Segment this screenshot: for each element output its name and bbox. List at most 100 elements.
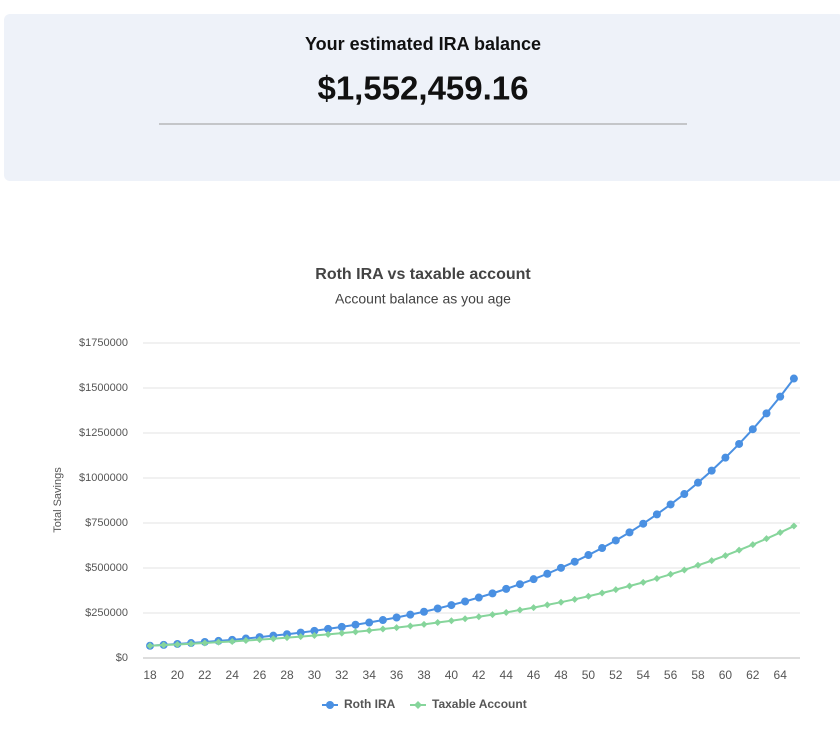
point [762, 409, 771, 418]
x-tick-label: 36 [390, 668, 404, 682]
point [352, 628, 359, 636]
point [201, 639, 209, 647]
point [652, 510, 661, 519]
point [461, 615, 469, 623]
point [776, 392, 785, 401]
x-tick-label: 64 [774, 668, 788, 682]
point [694, 478, 702, 487]
x-tick-label: 28 [280, 668, 294, 682]
y-tick-label: $1000000 [79, 472, 128, 484]
legend-swatch [326, 701, 334, 709]
point [667, 570, 675, 578]
point [365, 626, 373, 634]
point [707, 466, 716, 475]
point [694, 561, 702, 569]
point [475, 613, 483, 621]
x-tick-label: 58 [691, 668, 705, 682]
point [324, 624, 333, 633]
x-tick-label: 54 [637, 668, 651, 682]
point [543, 569, 552, 578]
point [790, 522, 798, 530]
y-tick-label: $1500000 [79, 382, 128, 394]
point [256, 636, 264, 644]
point [502, 608, 510, 616]
point [488, 589, 497, 598]
result-panel [4, 14, 840, 181]
point [242, 637, 250, 645]
point [434, 619, 442, 627]
point [612, 586, 620, 594]
point [378, 616, 387, 625]
x-tick-label: 30 [308, 668, 322, 682]
point [571, 595, 579, 603]
point [625, 528, 634, 537]
point [392, 613, 401, 622]
point [529, 575, 538, 584]
point [406, 622, 414, 630]
point [310, 632, 318, 639]
point [570, 557, 579, 566]
point [406, 610, 415, 619]
point [502, 584, 511, 593]
y-axis-label: Total Savings [52, 467, 64, 533]
y-tick-label: $1750000 [79, 337, 128, 349]
series-line [149, 377, 795, 647]
point [639, 519, 648, 528]
point [776, 529, 784, 537]
point [598, 544, 607, 553]
chart-title: Roth IRA vs taxable account [315, 266, 531, 283]
point [516, 606, 524, 614]
point [515, 580, 524, 589]
point [297, 633, 305, 641]
point [447, 601, 456, 610]
point [433, 604, 442, 613]
point [461, 597, 470, 606]
y-tick-label: $0 [116, 652, 128, 664]
point [721, 453, 730, 462]
point [639, 578, 647, 586]
result-title: Your estimated IRA balance [305, 34, 541, 54]
point [530, 604, 538, 612]
x-tick-label: 26 [253, 668, 267, 682]
legend-label: Taxable Account [432, 697, 527, 711]
chart-subtitle: Account balance as you age [335, 291, 511, 307]
point [735, 439, 744, 448]
point [557, 598, 565, 606]
x-tick-label: 46 [527, 668, 541, 682]
legend-swatch [414, 701, 422, 709]
x-tick-label: 20 [171, 668, 185, 682]
point [283, 634, 291, 642]
point [735, 546, 743, 554]
point [584, 551, 593, 560]
point [187, 640, 195, 648]
y-tick-label: $250000 [85, 607, 128, 619]
point [310, 626, 319, 635]
x-tick-label: 34 [363, 668, 377, 682]
point [680, 566, 688, 574]
x-tick-label: 38 [417, 668, 431, 682]
point [666, 500, 675, 509]
point [749, 541, 757, 549]
point [474, 593, 483, 602]
point [365, 618, 374, 627]
y-tick-label: $750000 [85, 517, 128, 529]
x-tick-label: 48 [554, 668, 568, 682]
x-tick-label: 62 [746, 668, 760, 682]
point [708, 557, 716, 565]
point [420, 620, 428, 628]
x-tick-label: 44 [500, 668, 514, 682]
point [763, 535, 770, 543]
point [228, 637, 236, 645]
x-tick-label: 18 [143, 668, 157, 682]
y-tick-label: $1250000 [79, 427, 128, 439]
point [680, 490, 689, 499]
x-tick-label: 52 [609, 668, 623, 682]
legend-label: Roth IRA [344, 697, 396, 711]
x-tick-label: 24 [226, 668, 240, 682]
point [748, 425, 757, 434]
y-tick-label: $500000 [85, 562, 128, 574]
result-amount: $1,552,459.16 [317, 70, 528, 107]
point [598, 589, 606, 597]
